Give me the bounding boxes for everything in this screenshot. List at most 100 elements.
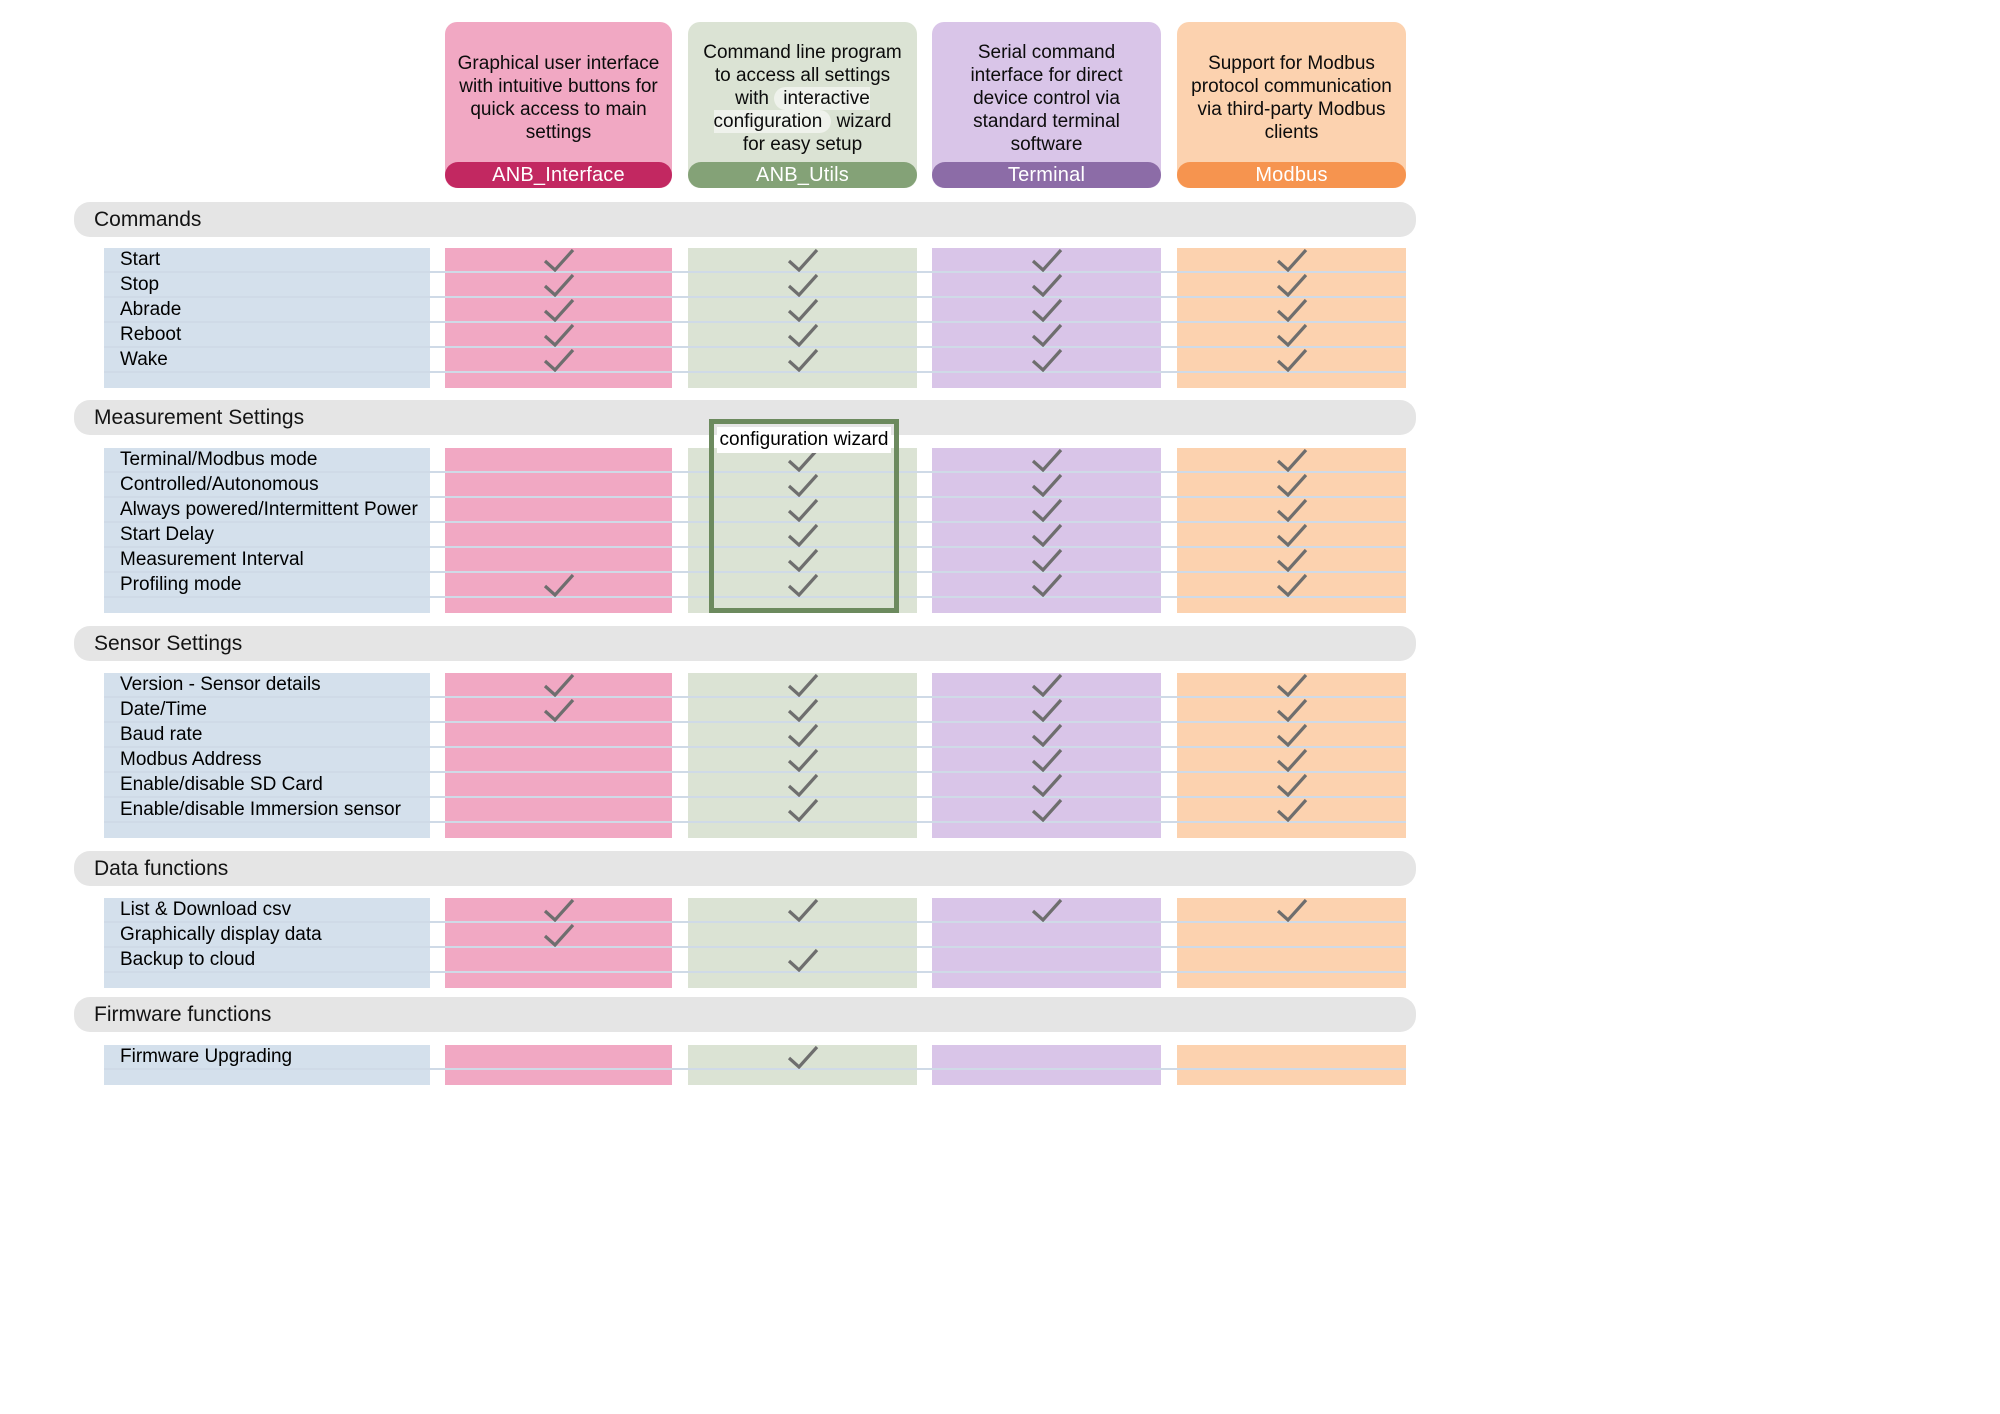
row-label: Reboot bbox=[120, 323, 182, 345]
column-strip bbox=[688, 448, 917, 613]
check-icon bbox=[1177, 248, 1406, 272]
check-icon bbox=[932, 773, 1161, 797]
column-strip bbox=[1177, 673, 1406, 838]
check-icon bbox=[445, 298, 672, 322]
check-icon bbox=[688, 473, 917, 497]
section-header: Data functions bbox=[74, 851, 1416, 886]
table-row: List & Download csv bbox=[104, 898, 1406, 923]
description-highlight: interactive configuration bbox=[713, 86, 870, 133]
table-row: Backup to cloud bbox=[104, 948, 1406, 973]
row-label: Modbus Address bbox=[120, 748, 262, 770]
check-icon bbox=[932, 748, 1161, 772]
section-title: Commands bbox=[94, 207, 202, 231]
check-icon bbox=[688, 698, 917, 722]
check-icon bbox=[932, 548, 1161, 572]
section-block: Version - Sensor details Date/Time Baud ra… bbox=[104, 673, 1406, 838]
row-label: Graphically display data bbox=[120, 923, 322, 945]
section-title: Measurement Settings bbox=[94, 405, 305, 429]
row-label: Enable/disable Immersion sensor bbox=[120, 798, 401, 820]
check-icon bbox=[688, 348, 917, 372]
column-strip bbox=[1177, 1045, 1406, 1085]
table-row: Firmware Upgrading bbox=[104, 1045, 1406, 1070]
check-icon bbox=[688, 673, 917, 697]
check-icon bbox=[932, 323, 1161, 347]
table-row: Baud rate bbox=[104, 723, 1406, 748]
check-icon bbox=[688, 523, 917, 547]
section-block: Firmware Upgrading bbox=[104, 1045, 1406, 1085]
section-block: List & Download csv Graphically display d… bbox=[104, 898, 1406, 988]
column-header-card: Command line program to access all setti… bbox=[688, 22, 917, 188]
column-description: Serial command interface for direct devi… bbox=[970, 41, 1123, 155]
check-icon bbox=[1177, 673, 1406, 697]
table-row: Graphically display data bbox=[104, 923, 1406, 948]
check-icon bbox=[932, 248, 1161, 272]
check-icon bbox=[1177, 523, 1406, 547]
section-header: Measurement Settings bbox=[74, 400, 1416, 435]
section-title: Sensor Settings bbox=[94, 631, 243, 655]
table-row: Start bbox=[104, 248, 1406, 273]
check-icon bbox=[1177, 898, 1406, 922]
check-icon bbox=[1177, 573, 1406, 597]
column-strip bbox=[688, 673, 917, 838]
row-label: Baud rate bbox=[120, 723, 203, 745]
section-title: Firmware functions bbox=[94, 1002, 272, 1026]
check-icon bbox=[1177, 748, 1406, 772]
row-label: Controlled/Autonomous bbox=[120, 473, 319, 495]
column-strip bbox=[688, 1045, 917, 1085]
check-icon bbox=[932, 273, 1161, 297]
row-label: List & Download csv bbox=[120, 898, 292, 920]
check-icon bbox=[445, 673, 672, 697]
table-row: Measurement Interval bbox=[104, 548, 1406, 573]
column-label: Terminal bbox=[932, 162, 1161, 188]
column-description: Command line program to access all setti… bbox=[703, 41, 902, 155]
check-icon bbox=[445, 273, 672, 297]
table-row: Always powered/Intermittent Power bbox=[104, 498, 1406, 523]
check-icon bbox=[932, 573, 1161, 597]
row-label: Backup to cloud bbox=[120, 948, 256, 970]
table-row: Date/Time bbox=[104, 698, 1406, 723]
check-icon bbox=[688, 798, 917, 822]
row-label-strip bbox=[104, 448, 430, 613]
check-icon bbox=[688, 1045, 917, 1069]
check-icon bbox=[688, 298, 917, 322]
section-header: Sensor Settings bbox=[74, 626, 1416, 661]
check-icon bbox=[688, 323, 917, 347]
check-icon bbox=[1177, 473, 1406, 497]
row-label: Start Delay bbox=[120, 523, 214, 545]
row-label: Measurement Interval bbox=[120, 548, 304, 570]
check-icon bbox=[1177, 348, 1406, 372]
column-strip bbox=[932, 448, 1161, 613]
section-title: Data functions bbox=[94, 856, 229, 880]
check-icon bbox=[932, 798, 1161, 822]
check-icon bbox=[1177, 498, 1406, 522]
check-icon bbox=[445, 348, 672, 372]
check-icon bbox=[445, 248, 672, 272]
column-label: ANB_Interface bbox=[445, 162, 672, 188]
check-icon bbox=[445, 898, 672, 922]
check-icon bbox=[932, 448, 1161, 472]
check-icon bbox=[1177, 273, 1406, 297]
row-label: Wake bbox=[120, 348, 168, 370]
row-label: Terminal/Modbus mode bbox=[120, 448, 318, 470]
check-icon bbox=[688, 448, 917, 472]
column-header-card: Support for Modbus protocol communicatio… bbox=[1177, 22, 1406, 188]
check-icon bbox=[445, 323, 672, 347]
check-icon bbox=[445, 923, 672, 947]
check-icon bbox=[1177, 773, 1406, 797]
row-label: Abrade bbox=[120, 298, 182, 320]
section-header: Commands bbox=[74, 202, 1416, 237]
table-row: Stop bbox=[104, 273, 1406, 298]
table-row: Enable/disable SD Card bbox=[104, 773, 1406, 798]
column-label: Modbus bbox=[1177, 162, 1406, 188]
column-description: Support for Modbus protocol communicatio… bbox=[1191, 53, 1392, 143]
check-icon bbox=[445, 573, 672, 597]
row-label-strip bbox=[104, 1045, 430, 1085]
row-label: Always powered/Intermittent Power bbox=[120, 498, 418, 520]
column-strip bbox=[1177, 448, 1406, 613]
column-strip bbox=[932, 1045, 1161, 1085]
table-row: Controlled/Autonomous bbox=[104, 473, 1406, 498]
check-icon bbox=[932, 298, 1161, 322]
section-block: Start Stop Abrade Reboot Wake bbox=[104, 248, 1406, 388]
check-icon bbox=[688, 773, 917, 797]
